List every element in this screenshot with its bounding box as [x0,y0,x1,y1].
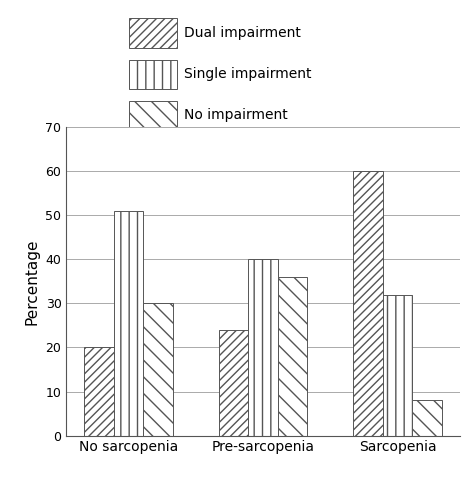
Bar [278,277,308,436]
Bar [84,348,114,436]
Text: Single impairment: Single impairment [184,67,312,81]
FancyBboxPatch shape [129,60,176,89]
Text: Dual impairment: Dual impairment [184,26,301,40]
Bar [248,259,278,436]
Y-axis label: Percentage: Percentage [25,238,40,325]
Bar [219,330,248,436]
Text: No impairment: No impairment [184,108,288,122]
Bar [412,400,442,436]
Bar [353,171,383,436]
Bar [383,294,412,436]
Bar [114,211,144,436]
FancyBboxPatch shape [129,18,176,48]
FancyBboxPatch shape [129,101,176,130]
Bar [144,303,173,436]
